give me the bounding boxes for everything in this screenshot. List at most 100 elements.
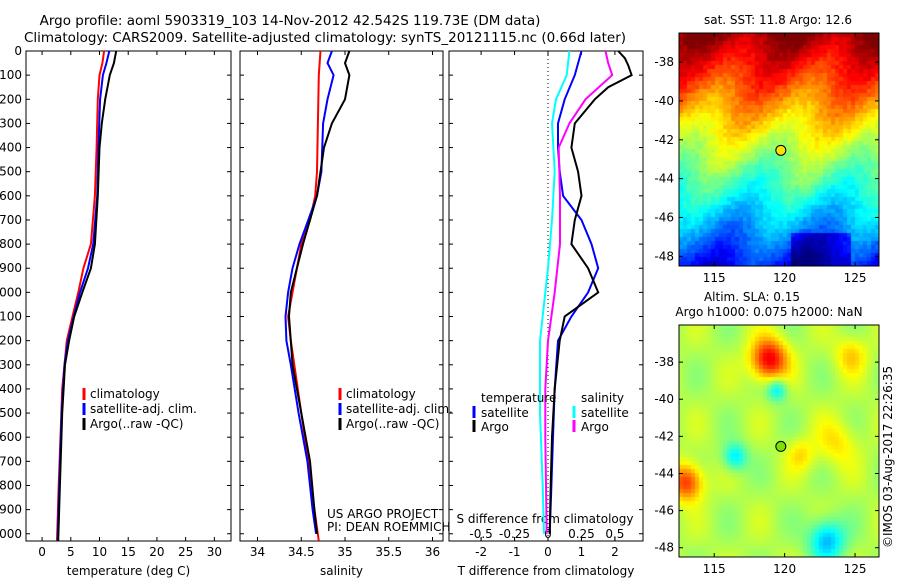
series-line-s-satellite xyxy=(539,50,571,534)
legend-header-salinity: salinity xyxy=(581,391,624,405)
lon-tick-label: 125 xyxy=(844,271,867,285)
credit-label: ©IMOS 03-Aug-2017 22:26:35 xyxy=(881,366,895,548)
x-tick-label: 20 xyxy=(149,545,164,559)
legend-label: climatology xyxy=(90,387,160,401)
y-tick-label: 1100 xyxy=(0,310,22,324)
sla-map-frame xyxy=(678,324,880,558)
plot-frame-temperature xyxy=(25,50,232,542)
lat-tick-label: -46 xyxy=(654,210,674,224)
plot-frame-salinity xyxy=(239,50,444,542)
x-tick-label: 35 xyxy=(337,545,352,559)
x-tick-label: 35.5 xyxy=(375,545,402,559)
y-tick-label: 500 xyxy=(0,165,22,179)
x-tick-label: 36 xyxy=(425,545,440,559)
x-tick-label: 2 xyxy=(611,545,619,559)
x-tick-label: -2 xyxy=(475,545,487,559)
lat-tick-label: -38 xyxy=(654,355,674,369)
legend-header-temperature: temperature xyxy=(481,391,556,405)
x2-tick-label: 0 xyxy=(544,527,552,541)
lon-tick-label: 120 xyxy=(773,562,796,576)
x-tick-label: 10 xyxy=(92,545,107,559)
y-tick-label: 2000 xyxy=(0,527,22,541)
y-tick-label: 1000 xyxy=(0,285,22,299)
legend-label: Argo xyxy=(481,420,509,434)
sst-map-frame xyxy=(678,32,880,267)
lat-tick-label: -48 xyxy=(654,541,674,555)
x-tick-label: 25 xyxy=(178,545,193,559)
x2-axis-label: S difference from climatology xyxy=(457,512,634,526)
y-tick-label: 1500 xyxy=(0,406,22,420)
legend-label: climatology xyxy=(346,387,416,401)
y-tick-label: 300 xyxy=(0,116,22,130)
series-line-satellite xyxy=(284,50,335,534)
lon-tick-label: 120 xyxy=(773,271,796,285)
pi-annotation: PI: DEAN ROEMMICH xyxy=(327,520,450,534)
y-tick-label: 100 xyxy=(0,68,22,82)
lat-tick-label: -40 xyxy=(654,392,674,406)
x-axis-label: temperature (deg C) xyxy=(67,564,190,578)
legend-label: Argo xyxy=(581,420,609,434)
lon-tick-label: 115 xyxy=(703,562,726,576)
profile-location-marker xyxy=(775,144,787,156)
x-tick-label: 0 xyxy=(544,545,552,559)
y-tick-label: 600 xyxy=(0,189,22,203)
legend-label: Argo(..raw -QC) xyxy=(90,417,183,431)
lat-tick-label: -44 xyxy=(654,466,674,480)
lat-tick-label: -44 xyxy=(654,172,674,186)
x-tick-label: -1 xyxy=(509,545,521,559)
legend-label: satellite xyxy=(581,406,629,420)
y-tick-label: 900 xyxy=(0,261,22,275)
x2-tick-label: 0.5 xyxy=(605,527,624,541)
legend-label: satellite-adj. clim. xyxy=(346,402,453,416)
pi-annotation: US ARGO PROJECT xyxy=(327,507,439,521)
sla-map-title-1: Altim. SLA: 0.15 xyxy=(704,290,800,304)
series-line-s-argo xyxy=(544,50,614,534)
sla-map-image xyxy=(679,325,879,557)
y-tick-label: 1200 xyxy=(0,334,22,348)
lat-tick-label: -40 xyxy=(654,94,674,108)
sla-map-title-2: Argo h1000: 0.075 h2000: NaN xyxy=(675,305,862,319)
y-tick-label: 1400 xyxy=(0,382,22,396)
x-tick-label: 15 xyxy=(121,545,136,559)
y-tick-label: 800 xyxy=(0,237,22,251)
x-axis-label: T difference from climatology xyxy=(457,564,635,578)
y-tick-label: 200 xyxy=(0,92,22,106)
x-tick-label: 0 xyxy=(38,545,46,559)
series-line-argo xyxy=(57,50,118,542)
y-tick-label: 400 xyxy=(0,141,22,155)
title-line1: Argo profile: aoml 5903319_103 14-Nov-20… xyxy=(40,13,541,29)
series-line-argo xyxy=(287,50,351,534)
lon-tick-label: 115 xyxy=(703,271,726,285)
lat-tick-label: -42 xyxy=(654,429,674,443)
x2-tick-label: -0.5 xyxy=(469,527,492,541)
series-line-climatology xyxy=(287,50,322,542)
x-tick-label: 30 xyxy=(207,545,222,559)
x-tick-label: 34.5 xyxy=(288,545,315,559)
legend-label: satellite xyxy=(481,406,529,420)
legend-label: Argo(..raw -QC) xyxy=(346,417,439,431)
x-tick-label: 34 xyxy=(250,545,265,559)
lat-tick-label: -48 xyxy=(654,249,674,263)
plot-frame-differences xyxy=(448,50,644,542)
series-line-t-argo xyxy=(548,50,633,534)
x2-tick-label: -0.25 xyxy=(499,527,530,541)
x2-tick-label: 0.25 xyxy=(568,527,595,541)
lat-tick-label: -42 xyxy=(654,133,674,147)
y-tick-label: 1700 xyxy=(0,454,22,468)
y-tick-label: 1800 xyxy=(0,478,22,492)
y-tick-label: 1600 xyxy=(0,430,22,444)
y-tick-label: 700 xyxy=(0,213,22,227)
y-tick-label: 1300 xyxy=(0,358,22,372)
sst-map-title: sat. SST: 11.8 Argo: 12.6 xyxy=(704,13,852,27)
lon-tick-label: 125 xyxy=(844,562,867,576)
lat-tick-label: -46 xyxy=(654,504,674,518)
y-tick-label: 0 xyxy=(14,44,22,58)
profile-location-marker xyxy=(775,440,787,452)
title-line2: Climatology: CARS2009. Satellite-adjuste… xyxy=(24,30,626,46)
x-tick-label: 5 xyxy=(67,545,75,559)
y-tick-label: 1900 xyxy=(0,503,22,517)
lat-tick-label: -38 xyxy=(654,55,674,69)
x-axis-label: salinity xyxy=(320,564,363,578)
x-tick-label: 1 xyxy=(578,545,586,559)
